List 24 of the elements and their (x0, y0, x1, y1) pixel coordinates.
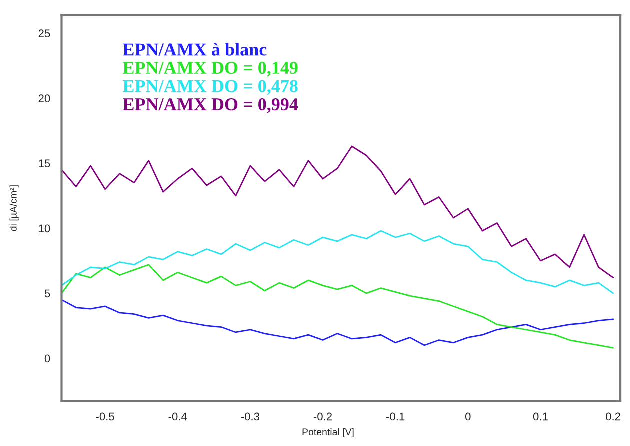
y-tick-label: 5 (44, 290, 50, 298)
x-tick-label: -0.5 (96, 412, 114, 421)
x-axis-title: Potential [V] (302, 428, 354, 438)
line-series (62, 146, 614, 279)
text: EPN/AMX DO = 0,149 (123, 62, 298, 77)
x-tick-label: -0.2 (314, 412, 332, 421)
text: EPN/AMX DO = 0,994 (123, 98, 298, 114)
line-series (62, 230, 614, 294)
x-tick-label: -0.4 (168, 412, 188, 421)
text: EPN/AMX à blanc (123, 43, 267, 56)
y-tick-label: 15 (39, 160, 50, 168)
y-axis-title: di [µA/cm²] (10, 186, 19, 232)
x-tick-label: -0.1 (386, 412, 405, 421)
x-tick-label: 0 (465, 412, 471, 421)
y-tick-label: 0 (44, 354, 50, 363)
text: EPN/AMX DO = 0,478 (123, 80, 298, 96)
y-tick-label: 25 (38, 30, 50, 38)
line-series (62, 299, 614, 346)
x-tick-label: 0.1 (533, 412, 548, 421)
line-series (62, 264, 614, 349)
y-tick-label: 10 (39, 224, 50, 233)
x-tick-label: 0.2 (606, 412, 620, 421)
y-tick-label: 20 (38, 94, 50, 103)
x-tick-label: -0.3 (241, 412, 260, 421)
